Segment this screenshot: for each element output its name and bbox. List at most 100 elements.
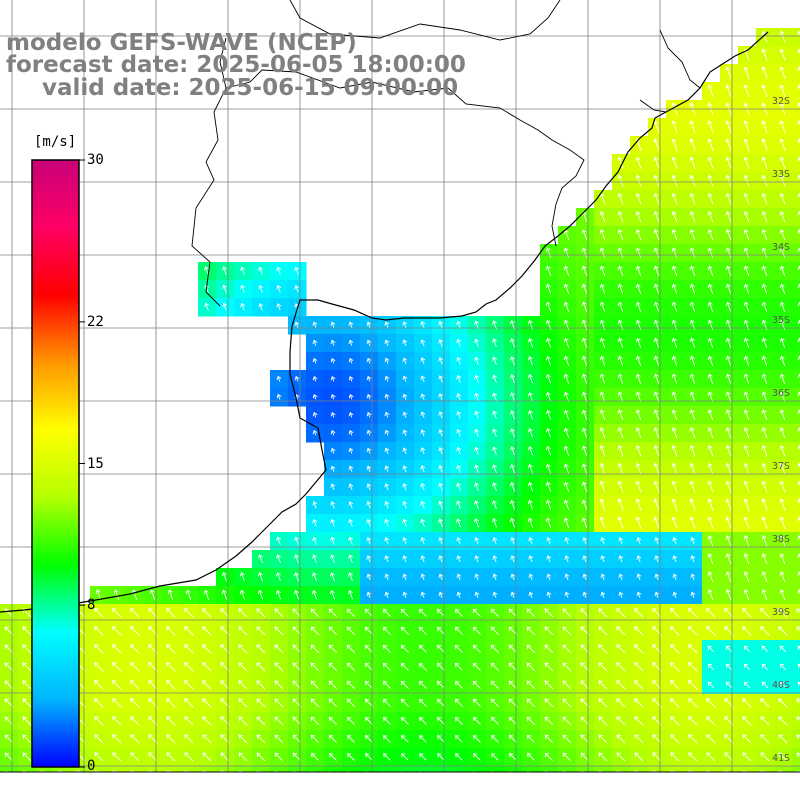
wind-arrow [725, 138, 732, 151]
wind-speed-cell [774, 766, 793, 772]
wind-arrow [312, 321, 318, 328]
wind-arrow [742, 608, 752, 618]
wind-arrow [671, 192, 678, 205]
wind-arrow [761, 444, 768, 457]
wind-arrow [779, 301, 786, 312]
wind-arrow [222, 302, 228, 311]
colorbar-tick-label: 0 [87, 758, 96, 774]
wind-arrow [707, 247, 714, 259]
wind-arrow [581, 499, 588, 510]
wind-arrow [616, 662, 626, 672]
wind-arrow [311, 572, 317, 582]
wind-arrow [312, 357, 318, 364]
wind-arrow [742, 698, 752, 708]
wind-arrow [366, 536, 372, 545]
wind-arrow [473, 753, 481, 761]
wind-arrow [455, 735, 463, 743]
wind-arrow [238, 716, 248, 726]
wind-arrow [167, 589, 174, 600]
wind-arrow [545, 373, 552, 384]
wind-arrow [294, 554, 299, 564]
wind-speed-cell [792, 46, 800, 65]
wind-arrow [563, 355, 570, 366]
wind-arrow [294, 536, 299, 545]
wind-arrow [130, 680, 140, 690]
wind-arrow [472, 734, 481, 743]
wind-arrow [184, 680, 194, 690]
wind-speed-cell [342, 766, 361, 772]
wind-arrow [420, 482, 426, 491]
wind-arrow [707, 373, 714, 384]
wind-arrow [402, 482, 408, 491]
wind-arrow [239, 571, 246, 582]
wind-arrow [563, 301, 570, 312]
wind-arrow [743, 120, 750, 134]
wind-arrow [527, 517, 534, 528]
wind-arrow [761, 409, 768, 421]
wind-arrow [366, 518, 372, 527]
wind-arrow [671, 373, 678, 384]
wind-arrow [527, 463, 534, 474]
colorbar-gradient [31, 159, 80, 768]
wind-arrow [382, 716, 391, 725]
wind-speed-cell [792, 442, 800, 461]
wind-arrow [689, 480, 696, 493]
wind-arrow [472, 716, 481, 725]
wind-arrow [725, 571, 732, 583]
wind-speed-cell [792, 226, 800, 245]
wind-arrow [418, 662, 427, 671]
wind-arrow [599, 409, 606, 421]
wind-arrow [653, 265, 660, 276]
wind-arrow [761, 265, 768, 276]
wind-arrow [671, 355, 678, 366]
wind-arrow [510, 536, 516, 545]
wind-arrow [366, 447, 372, 454]
wind-arrow [328, 680, 338, 690]
wind-speed-cell [396, 766, 415, 772]
wind-arrow [635, 247, 642, 259]
wind-arrow [94, 770, 99, 772]
wind-speed-cell [18, 766, 37, 772]
wind-arrow [346, 644, 356, 654]
wind-arrow [617, 516, 624, 529]
wind-arrow [563, 499, 570, 510]
wind-arrow [418, 608, 427, 617]
wind-arrow [4, 752, 14, 762]
wind-arrow [348, 554, 353, 564]
wind-arrow [670, 662, 680, 672]
latitude-label: 41S [772, 753, 791, 764]
wind-arrow [707, 480, 714, 493]
wind-arrow [474, 464, 479, 473]
wind-arrow [600, 573, 606, 580]
latitude-label: 37S [772, 461, 791, 472]
wind-arrow [346, 752, 355, 761]
wind-speed-cell [792, 64, 800, 83]
wind-arrow [779, 156, 786, 169]
wind-arrow [509, 517, 516, 528]
wind-arrow [202, 662, 212, 672]
wind-arrow [671, 247, 678, 259]
wind-arrow [544, 734, 554, 744]
wind-arrow [742, 752, 752, 762]
wind-arrow [348, 411, 354, 418]
wind-arrow [635, 391, 642, 403]
wind-arrow [599, 229, 606, 241]
wind-arrow [311, 589, 318, 600]
wind-arrow [402, 465, 408, 473]
wind-arrow [544, 716, 554, 726]
wind-arrow [166, 644, 176, 654]
latitude-label: 33S [772, 169, 791, 180]
wind-arrow [402, 447, 408, 455]
wind-arrow [689, 391, 696, 403]
wind-speed-cell [612, 766, 631, 772]
wind-arrow [454, 716, 463, 725]
wind-arrow [635, 156, 642, 169]
wind-arrow [312, 393, 318, 400]
wind-arrow [383, 753, 391, 761]
wind-arrow [419, 753, 427, 761]
latitude-label: 32S [772, 96, 791, 107]
wind-arrow [688, 734, 698, 744]
wind-arrow [743, 283, 750, 294]
wind-arrow [402, 500, 408, 509]
wind-arrow [617, 247, 624, 259]
